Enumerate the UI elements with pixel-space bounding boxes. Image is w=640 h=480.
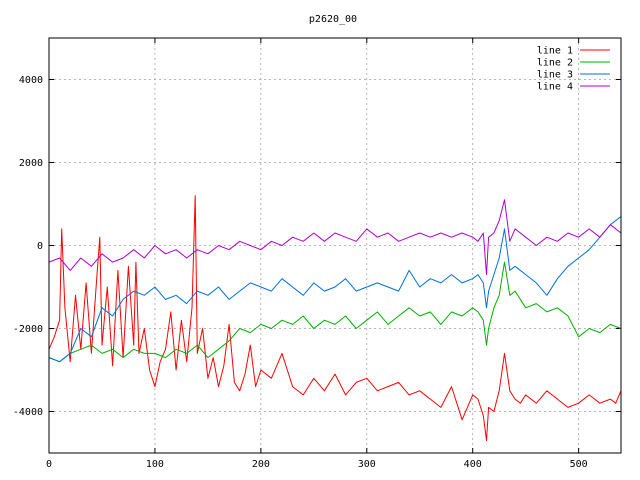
y-tick-label: 4000	[19, 75, 43, 86]
series-line-2	[48, 261, 622, 363]
x-tick-label: 500	[570, 459, 588, 470]
x-axis-ticks: 0 100 200 300 400 500	[46, 38, 588, 470]
x-tick-label: 300	[358, 459, 376, 470]
plot-frame	[48, 37, 622, 454]
legend-label: line 3	[537, 70, 573, 81]
legend-label: line 4	[537, 82, 573, 93]
y-tick-label: -4000	[13, 407, 43, 418]
x-tick-label: 100	[146, 459, 164, 470]
series-line-4	[48, 199, 622, 276]
legend-label: line 2	[537, 58, 573, 69]
y-tick-label: 2000	[19, 158, 43, 169]
grid-lines	[48, 38, 621, 453]
x-tick-label: 0	[46, 459, 52, 470]
chart-title: p2620_00	[309, 14, 357, 25]
series-line-3	[48, 216, 622, 363]
legend-label: line 1	[537, 46, 573, 57]
series-line-1	[48, 195, 622, 442]
y-tick-label: -2000	[13, 324, 43, 335]
series-lines	[48, 195, 622, 442]
x-tick-label: 400	[464, 459, 482, 470]
y-axis-ticks: -4000 -2000 0 2000 4000	[13, 75, 621, 418]
y-tick-label: 0	[37, 241, 43, 252]
x-tick-label: 200	[252, 459, 270, 470]
